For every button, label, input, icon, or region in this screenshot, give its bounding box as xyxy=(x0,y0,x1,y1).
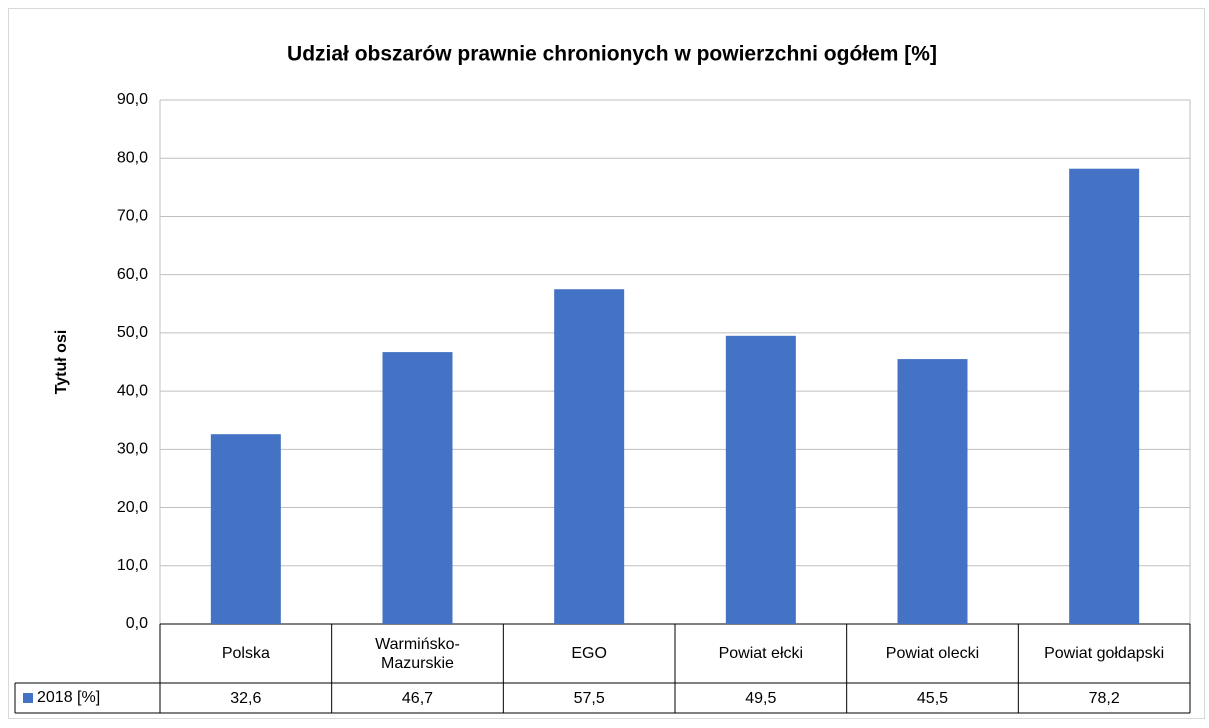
x-tick-label: Polska xyxy=(221,645,270,662)
x-tick-label-box: Powiat gołdapski xyxy=(1044,645,1165,662)
data-table-value: 49,5 xyxy=(745,689,777,707)
y-tick-label: 30,0 xyxy=(117,441,148,458)
y-tick-label: 80,0 xyxy=(117,149,148,166)
bar xyxy=(210,434,281,624)
y-tick-label: 70,0 xyxy=(117,208,148,225)
bar xyxy=(382,352,453,624)
y-tick-label: 60,0 xyxy=(117,266,148,283)
data-table-value-box: 57,5 xyxy=(573,689,605,707)
x-tick-label-box: EGO xyxy=(571,645,607,662)
x-tick-label: EGO xyxy=(571,645,607,662)
data-table-value: 45,5 xyxy=(916,689,949,707)
data-table-value-box: 78,2 xyxy=(1088,689,1120,707)
x-tick-label-box: Powiat olecki xyxy=(885,645,980,662)
x-tick-label: Powiat gołdapski xyxy=(1044,645,1165,662)
x-tick-label-box: Polska xyxy=(221,645,270,662)
x-tick-label-box: Powiat ełcki xyxy=(718,645,804,662)
y-tick-label: 40,0 xyxy=(117,382,148,399)
bar xyxy=(725,335,796,624)
data-table-value-box: 49,5 xyxy=(745,689,777,707)
y-axis-title: Tytuł osi xyxy=(53,330,70,395)
x-tick-label: Powiat olecki xyxy=(885,645,980,662)
x-tick-label: Powiat ełcki xyxy=(718,645,804,662)
data-table-value-box: 45,5 xyxy=(916,689,949,707)
y-tick-label: 0,0 xyxy=(126,615,148,632)
chart-title: Udział obszarów prawnie chronionych w po… xyxy=(287,43,937,66)
x-tick-label: Warmińsko-Mazurskie xyxy=(375,635,460,672)
bar xyxy=(1069,168,1140,625)
data-table-value: 57,5 xyxy=(573,689,605,707)
y-tick-label: 20,0 xyxy=(117,499,148,516)
legend-label: 2018 [%] xyxy=(37,689,100,706)
data-table-value: 78,2 xyxy=(1088,689,1120,707)
data-table-value: 32,6 xyxy=(230,689,262,707)
data-table-value-box: 32,6 xyxy=(230,689,262,707)
legend-swatch xyxy=(23,693,33,703)
y-tick-label: 10,0 xyxy=(117,557,148,574)
bar xyxy=(554,289,625,624)
data-table-value: 46,7 xyxy=(401,689,434,707)
x-tick-label-box: Warmińsko-Mazurskie xyxy=(375,635,460,672)
y-tick-label: 90,0 xyxy=(117,91,148,108)
data-table-value-box: 46,7 xyxy=(401,689,434,707)
bar xyxy=(897,359,968,624)
y-tick-label: 50,0 xyxy=(117,324,148,341)
